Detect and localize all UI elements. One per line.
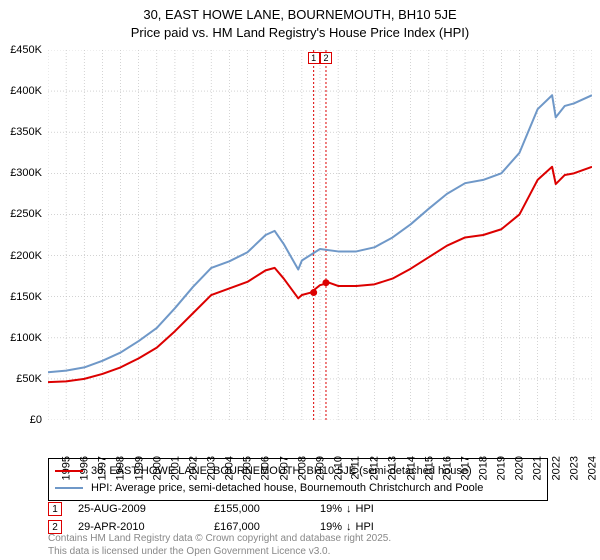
y-tick-label: £350K xyxy=(10,126,42,138)
footer-line2: This data is licensed under the Open Gov… xyxy=(48,546,391,559)
down-arrow-icon: ↓ xyxy=(346,521,352,533)
x-tick-label: 2022 xyxy=(550,456,562,480)
legend-label-hpi: HPI: Average price, semi-detached house,… xyxy=(91,480,483,497)
legend-row-hpi: HPI: Average price, semi-detached house,… xyxy=(55,480,541,497)
down-arrow-icon: ↓ xyxy=(346,503,352,515)
sale-diff-pct-1: 19% xyxy=(320,503,342,515)
event-marker-2: 2 xyxy=(320,52,332,64)
sale-marker-2: 2 xyxy=(48,520,62,534)
footer-attribution: Contains HM Land Registry data © Crown c… xyxy=(48,533,391,558)
x-axis-labels: 1995199619971998199920002001200220032004… xyxy=(48,422,592,462)
y-tick-label: £0 xyxy=(30,414,42,426)
sale-diff-1: 19% ↓ HPI xyxy=(320,503,374,515)
sale-price-1: £155,000 xyxy=(214,503,304,515)
legend-swatch-hpi xyxy=(55,487,83,489)
sale-marker-1: 1 xyxy=(48,502,62,516)
chart-container: 30, EAST HOWE LANE, BOURNEMOUTH, BH10 5J… xyxy=(0,0,600,560)
event-marker-1: 1 xyxy=(308,52,320,64)
footer-line1: Contains HM Land Registry data © Crown c… xyxy=(48,533,391,546)
sale-price-2: £167,000 xyxy=(214,521,304,533)
legend-label-property: 30, EAST HOWE LANE, BOURNEMOUTH, BH10 5J… xyxy=(91,463,472,480)
legend-swatch-property xyxy=(55,470,83,472)
sale-diff-2: 19% ↓ HPI xyxy=(320,521,374,533)
sale-events: 1 25-AUG-2009 £155,000 19% ↓ HPI 2 29-AP… xyxy=(48,500,568,536)
legend: 30, EAST HOWE LANE, BOURNEMOUTH, BH10 5J… xyxy=(48,458,548,501)
y-tick-label: £300K xyxy=(10,167,42,179)
chart-svg xyxy=(48,50,592,420)
y-tick-label: £250K xyxy=(10,208,42,220)
title-block: 30, EAST HOWE LANE, BOURNEMOUTH, BH10 5J… xyxy=(0,0,600,41)
sale-diff-label-1: HPI xyxy=(356,503,374,515)
sale-diff-pct-2: 19% xyxy=(320,521,342,533)
sale-date-2: 29-APR-2010 xyxy=(78,521,198,533)
x-tick-label: 2023 xyxy=(568,456,580,480)
sale-diff-label-2: HPI xyxy=(356,521,374,533)
y-tick-label: £150K xyxy=(10,291,42,303)
sale-date-1: 25-AUG-2009 xyxy=(78,503,198,515)
legend-row-property: 30, EAST HOWE LANE, BOURNEMOUTH, BH10 5J… xyxy=(55,463,541,480)
sale-row-1: 1 25-AUG-2009 £155,000 19% ↓ HPI xyxy=(48,500,568,518)
title-subtitle: Price paid vs. HM Land Registry's House … xyxy=(0,24,600,42)
y-tick-label: £100K xyxy=(10,332,42,344)
y-tick-label: £50K xyxy=(16,373,42,385)
x-tick-label: 2024 xyxy=(586,456,598,480)
y-tick-label: £200K xyxy=(10,250,42,262)
y-tick-label: £450K xyxy=(10,44,42,56)
plot-area: 12 xyxy=(48,50,592,420)
y-tick-label: £400K xyxy=(10,85,42,97)
y-axis-labels: £0£50K£100K£150K£200K£250K£300K£350K£400… xyxy=(0,50,44,420)
title-address: 30, EAST HOWE LANE, BOURNEMOUTH, BH10 5J… xyxy=(0,6,600,24)
